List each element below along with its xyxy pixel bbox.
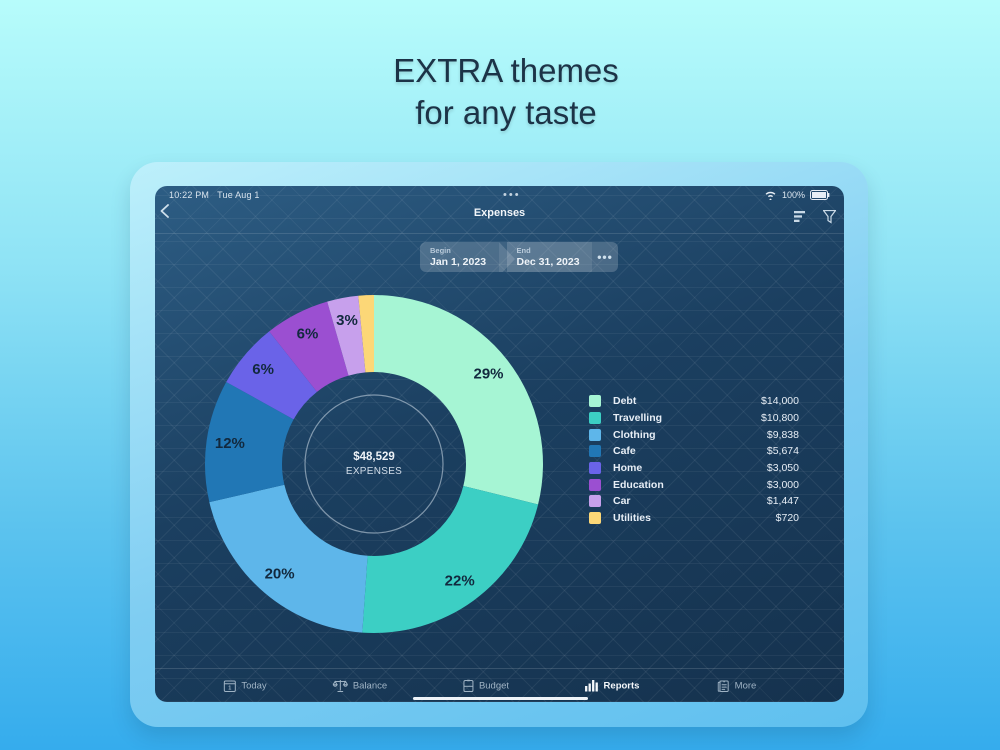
svg-text:22%: 22% [445,573,475,590]
svg-text:6%: 6% [297,326,319,343]
svg-text:3%: 3% [336,312,358,329]
svg-text:6%: 6% [252,361,274,378]
svg-text:20%: 20% [265,566,295,583]
svg-text:29%: 29% [473,365,503,382]
svg-text:12%: 12% [215,435,245,452]
svg-text:1: 1 [228,685,231,691]
